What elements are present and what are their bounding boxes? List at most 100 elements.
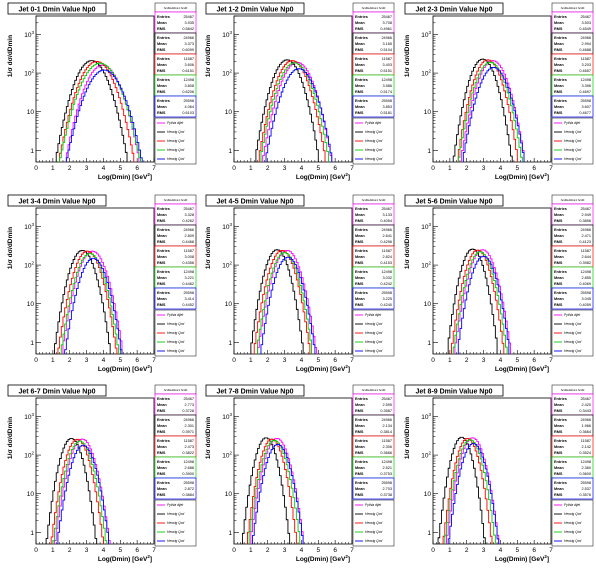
plot-frame	[35, 207, 155, 355]
stat-label: Mean	[157, 42, 167, 46]
x-tick-label: 0	[232, 357, 236, 364]
stat-label: RMS	[157, 27, 166, 31]
x-axis-label: Log(Dmin) [GeV2]	[98, 172, 152, 181]
stat-value: 0.4549	[579, 27, 591, 31]
stat-value: 0.5181	[380, 111, 392, 115]
stat-label: RMS	[355, 409, 364, 413]
x-tick-label: 7	[549, 357, 553, 364]
stat-value: 0.4054	[380, 219, 392, 223]
x-tick-label: 6	[333, 357, 337, 364]
stat-value: 3.414	[184, 297, 194, 301]
x-tick-label: 2	[266, 165, 270, 172]
stat-value: 3.328	[184, 213, 194, 217]
stat-box: Entries 24966 Mean 3.373 RMS 0.6099	[154, 32, 197, 55]
legend-entry: Pythia dijet	[365, 313, 382, 317]
y-tick-label: 10	[27, 491, 35, 498]
x-tick-label: 2	[266, 357, 270, 364]
x-axis-label: Log(Dmin) [GeV2]	[296, 364, 350, 373]
panel-title: Jet 0-1 Dmin Value Np0	[18, 7, 95, 14]
stat-value: 0.4296	[380, 240, 392, 244]
stat-value: 12498	[183, 270, 194, 274]
stat-value: 0.3576	[579, 493, 591, 497]
y-axis-label: 1/σ dσ/dDmin	[7, 227, 14, 269]
legend-entry: Herwig Qcd	[365, 349, 382, 353]
stat-label: RMS	[157, 111, 166, 115]
stat-value: 0.3753	[380, 472, 392, 476]
stat-value: 0.3971	[182, 430, 194, 434]
stat-value: 3.586	[382, 84, 392, 88]
histogram-series	[59, 61, 135, 162]
stat-label: RMS	[157, 219, 166, 223]
stat-value: 11587	[382, 439, 392, 443]
legend-entry: Herwig Qcd	[167, 512, 184, 516]
stat-value: 12498	[580, 270, 591, 274]
histogram-series	[247, 438, 297, 544]
stat-box: Entries 25467 Mean 2.420 RMS 0.3443	[551, 393, 594, 416]
stat-box: Entries 24966 Mean 1.966 RMS 0.3664	[551, 414, 594, 437]
y-tick-label: 1	[228, 530, 232, 537]
stat-value: 0.4262	[182, 219, 194, 223]
y-tick-label: 102	[222, 261, 232, 270]
stat-box: Entries 12498 Mean 3.032 RMS 0.4242	[352, 266, 395, 289]
stat-label: Entries	[355, 36, 368, 40]
x-tick-label: 7	[549, 547, 553, 554]
x-tick-label: 7	[549, 165, 553, 172]
stat-value: 25467	[580, 207, 591, 211]
stat-label: Entries	[554, 481, 567, 485]
stat-label: RMS	[157, 240, 166, 244]
y-tick-label: 1	[427, 530, 431, 537]
stat-label: Mean	[355, 105, 365, 109]
stat-value: 2.641	[382, 234, 392, 238]
x-tick-label: 1	[448, 357, 452, 364]
histogram-series	[253, 249, 311, 354]
stat-header-box: hcd0e0dxs1 hcd0	[154, 194, 197, 205]
stat-label: Mean	[157, 424, 167, 428]
stat-box: Entries 25598 Mean 3.414 RMS 0.4452	[154, 287, 197, 310]
x-tick-label: 3	[283, 165, 287, 172]
stat-label: Entries	[157, 481, 170, 485]
histogram-series	[52, 440, 108, 544]
stat-value: 3.503	[581, 21, 591, 25]
legend-entry: Herwig Qcd	[167, 340, 184, 344]
stat-label: Mean	[157, 213, 167, 217]
legend-entry: Herwig Qcd	[564, 530, 581, 534]
histogram-series	[444, 439, 496, 544]
legend-entry: Pythia dijet	[365, 503, 382, 507]
x-tick-label: 5	[316, 165, 320, 172]
stat-label: Mean	[355, 234, 365, 238]
stat-box: Entries 24966 Mean 2.134 RMS 0.3814	[352, 414, 395, 437]
plot-frame	[432, 15, 552, 163]
x-tick-label: 1	[51, 547, 55, 554]
x-tick-label: 2	[68, 547, 72, 554]
stat-value: 0.4240	[380, 303, 392, 307]
stat-label: RMS	[157, 451, 166, 455]
stat-label: Entries	[554, 397, 567, 401]
stat-label: Mean	[554, 234, 564, 238]
histogram-series	[57, 250, 118, 354]
x-tick-label: 7	[350, 547, 354, 554]
stat-box: Entries 24966 Mean 2.994 RMS 0.4688	[551, 32, 594, 55]
x-tick-label: 1	[249, 547, 253, 554]
stat-value: 3.221	[184, 276, 194, 280]
histogram-series	[447, 248, 498, 354]
stat-label: RMS	[355, 111, 364, 115]
stat-box: Entries 11587 Mean 3.606 RMS 0.6151	[154, 53, 197, 76]
stat-label: RMS	[157, 282, 166, 286]
stat-label: Mean	[355, 445, 365, 449]
legend-entry: Herwig Qcd	[365, 340, 382, 344]
stat-value: 25467	[580, 397, 591, 401]
stat-label: Entries	[355, 270, 368, 274]
stat-label: Entries	[554, 207, 567, 211]
legend-entry: Pythia dijet	[564, 121, 581, 125]
stat-value: 3.203	[581, 63, 591, 67]
stat-box: Entries 25467 Mean 3.503 RMS 0.4549	[551, 11, 594, 34]
legend-entry: Pythia dijet	[167, 313, 184, 317]
stat-label: Mean	[554, 84, 564, 88]
legend-entry: Herwig Qcd	[365, 148, 382, 152]
stat-label: Entries	[157, 228, 170, 232]
stat-value: 2.949	[581, 213, 591, 217]
stat-value: 12498	[580, 78, 591, 82]
x-tick-label: 4	[499, 357, 503, 364]
stat-label: Mean	[355, 466, 365, 470]
stat-label: Mean	[554, 487, 564, 491]
